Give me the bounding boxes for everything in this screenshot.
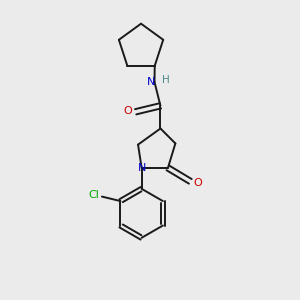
Text: H: H	[162, 75, 170, 85]
Text: N: N	[147, 77, 155, 87]
Text: O: O	[194, 178, 202, 188]
Text: O: O	[124, 106, 133, 116]
Text: N: N	[137, 163, 146, 173]
Text: Cl: Cl	[88, 190, 99, 200]
